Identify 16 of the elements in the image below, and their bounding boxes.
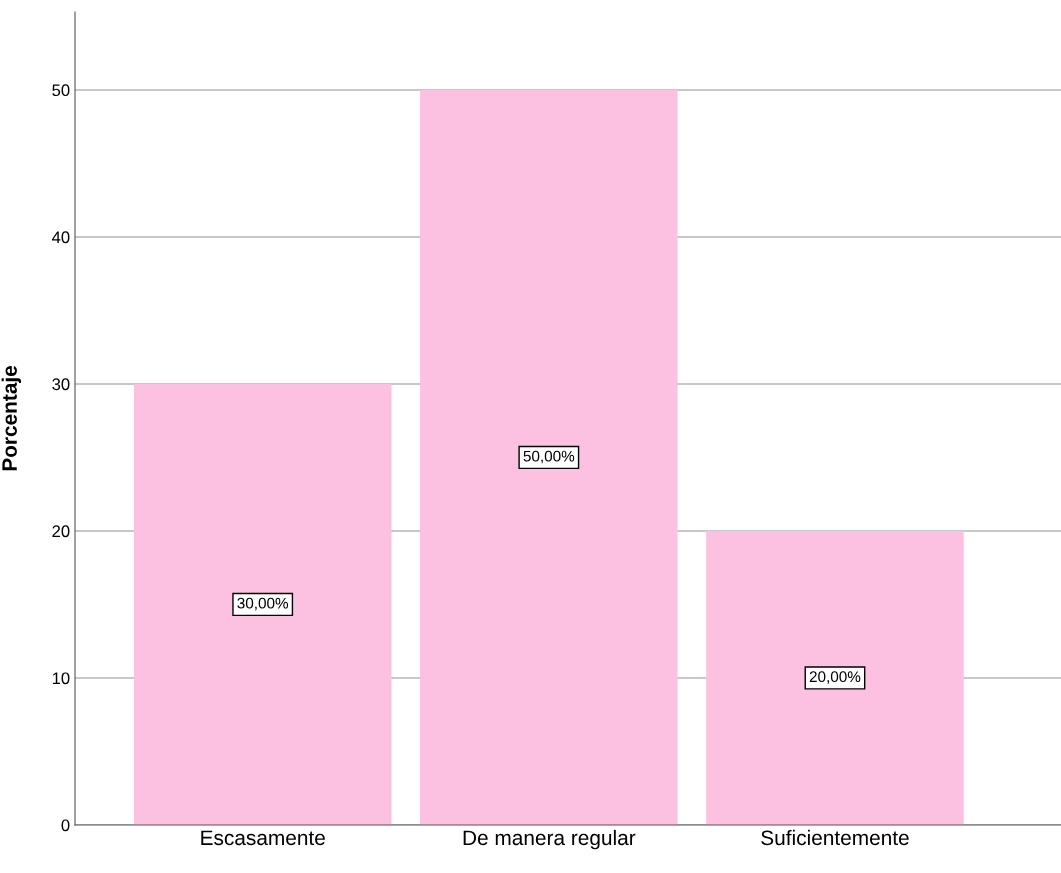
y-tick-label: 50 [52,84,70,97]
x-tick-label: De manera regular [463,829,636,850]
y-tick-label: 20 [52,525,70,538]
bar [133,383,392,825]
x-tick-label: Suficientemente [761,829,909,846]
bar [706,530,964,825]
y-tick-label: 30 [52,378,70,391]
y-tick-label: 40 [51,231,70,244]
bar [420,89,678,825]
data-label: 30,00% [237,597,289,611]
data-label: 50,00% [523,450,575,464]
data-label: 20,00% [809,671,861,684]
y-tick-label: 10 [52,672,70,685]
y-tick-label: 0 [61,819,70,832]
x-tick-label: Escasamente [201,830,325,846]
y-axis-title: Porcentaje [1,365,22,471]
